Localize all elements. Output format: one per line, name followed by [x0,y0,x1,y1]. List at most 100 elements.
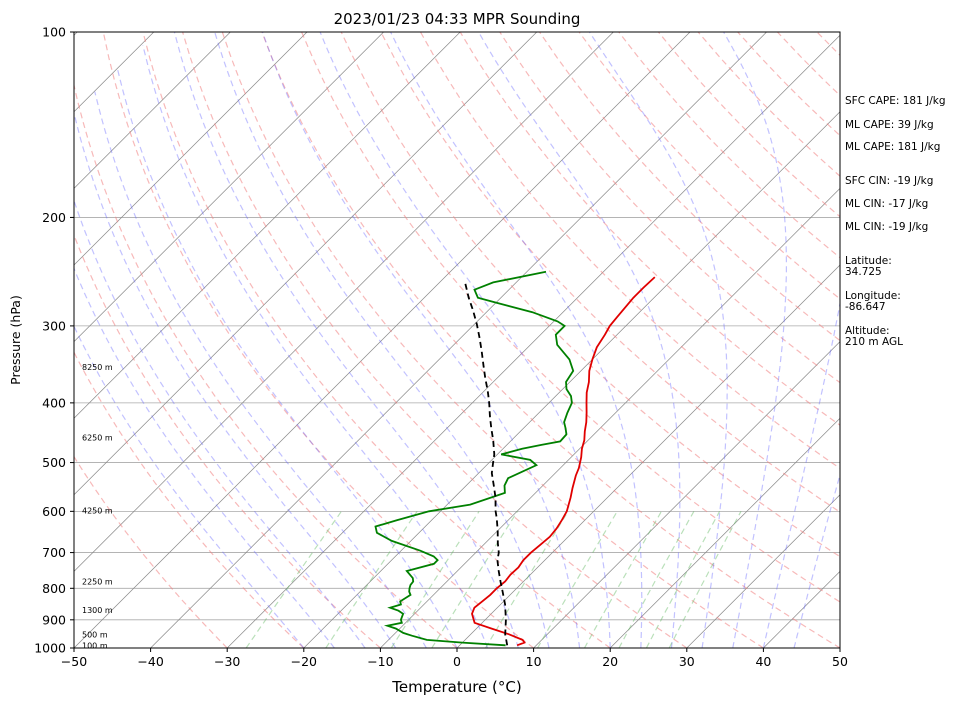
mixing-ratio-line [431,510,519,648]
dry-adiabat [74,455,228,648]
x-axis-label: Temperature (°C) [391,678,521,696]
moist-adiabat [74,324,305,648]
moist-adiabat [142,44,489,648]
isotherm-line [74,32,614,572]
dry-adiabat [578,32,840,300]
y-axis-label: Pressure (hPa) [8,295,23,385]
dry-adiabat [142,32,611,648]
dry-adiabat [74,82,458,648]
latitude-label: Latitude: [845,255,892,267]
moist-adiabat [173,32,519,648]
y-tick-label: 600 [42,504,66,519]
moist-adiabat [74,112,397,648]
mixing-ratio-line [245,510,342,648]
dry-adiabat [102,32,534,648]
y-tick-label: 400 [42,395,66,410]
x-tick-label: 20 [602,654,618,669]
longitude-label: Longitude: [845,290,901,302]
longitude-value: -86.647 [845,301,886,313]
dry-adiabat [74,233,381,648]
mixing-ratio-line [618,511,695,648]
axes: 8250 m 6250 m 4250 m 2250 m 1300 m 500 m 100 m… [34,25,848,670]
isotherm-line [533,341,840,648]
mixing-ratio-line [583,511,662,648]
height-label: 4250 m [82,506,113,515]
y-tick-label: 1000 [34,641,66,656]
moist-adiabat [261,32,581,648]
sfc-cape-text: SFC CAPE: 181 J/kg [845,95,946,107]
ml-cin-text-1: ML CIN: -17 J/kg [845,198,929,210]
ml-cape-text-2: ML CAPE: 181 J/kg [845,141,941,153]
dry-adiabat [74,351,305,648]
ml-cape-text-1: ML CAPE: 39 J/kg [845,119,934,131]
isotherm-line [0,32,1,648]
isotherm-line [609,417,840,648]
series-line-1 [374,270,575,647]
series-line-2 [464,283,509,646]
x-tick-label: −40 [137,654,163,669]
mixing-ratio-line [668,511,742,648]
moist-adiabat [723,32,787,648]
isotherm-line [74,32,155,113]
height-label: 1300 m [82,606,113,615]
mixing-ratio-line [536,510,618,648]
isotherm-line [74,32,538,496]
x-tick-label: −20 [291,654,317,669]
y-tick-label: 100 [42,25,66,40]
altitude-value: 210 m AGL [845,336,903,348]
x-tick-label: 0 [453,654,461,669]
height-label: 100 m [82,641,108,650]
latitude-value: 34.725 [845,266,882,278]
dry-adiabat [301,32,840,603]
height-label: 6250 m [82,433,113,442]
moist-adiabat [588,32,728,648]
moist-adiabat [117,69,458,648]
height-label: 8250 m [82,363,113,372]
y-tick-label: 200 [42,210,66,225]
moist-adiabat [390,32,643,648]
series-line-0 [471,276,656,647]
isotherm-line [150,32,767,648]
chart-title: 2023/01/23 04:33 MPR Sounding [334,10,581,28]
x-tick-label: 30 [679,654,695,669]
height-label: 500 m [82,630,108,639]
mixing-ratio-line [390,510,480,648]
y-tick-label: 800 [42,581,66,596]
y-tick-label: 500 [42,455,66,470]
isotherm-line [74,32,384,343]
y-tick-label: 300 [42,318,66,333]
moist-adiabat [74,198,366,648]
dry-adiabat [539,32,840,342]
mixing-ratio-line [645,511,721,648]
dry-adiabat [261,32,840,648]
isotherm-line [74,32,461,419]
sounding-profiles [374,270,656,647]
background-lines [0,32,840,648]
isotherm-line [74,32,231,189]
altitude-label: Altitude: [845,325,890,337]
moist-adiabat [214,32,550,648]
isotherm-line [226,34,840,648]
isotherm-line [686,494,840,648]
moist-adiabat [94,91,427,648]
moist-adiabat [793,472,840,648]
moist-adiabat [762,300,840,648]
dry-adiabat [221,32,764,648]
x-tick-label: −10 [367,654,393,669]
y-tick-label: 700 [42,545,66,560]
x-tick-label: 10 [526,654,542,669]
moist-adiabat [319,32,611,648]
isotherm-line [456,264,840,648]
isotherm-line [74,32,691,648]
y-tick-label: 900 [42,612,66,627]
x-tick-label: −50 [61,654,87,669]
isotherm-line [74,32,308,266]
ml-cin-text-2: ML CIN: -19 J/kg [845,221,929,233]
dry-adiabat [182,32,688,648]
sfc-cin-text: SFC CIN: -19 J/kg [845,175,934,187]
mixing-ratio-line [325,510,418,648]
x-tick-label: −30 [214,654,240,669]
x-tick-label: 50 [832,654,848,669]
moist-adiabat [478,32,681,648]
